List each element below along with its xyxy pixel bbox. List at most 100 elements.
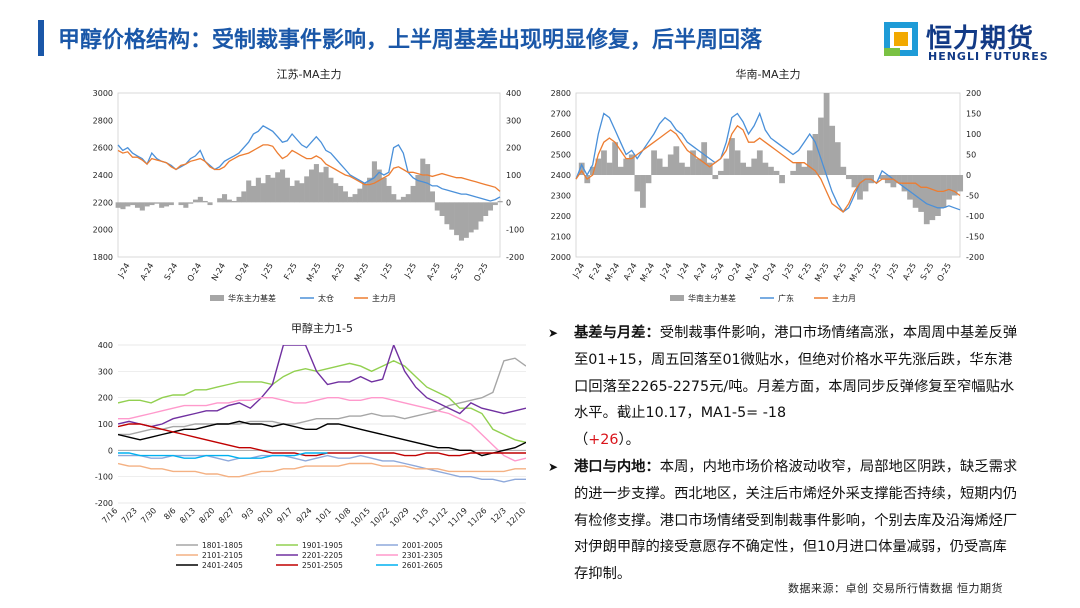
- series-line: [117, 124, 501, 202]
- basis-bar: [734, 150, 741, 175]
- basis-bar: [890, 175, 897, 188]
- bullet-text: 受制裁事件影响，港口市场情绪高涨，本周周中基差反弹至01+15，周五回落至01微…: [574, 325, 1018, 422]
- x-tick-label: A-24: [692, 262, 709, 282]
- y-tick-label: 2700: [551, 110, 571, 119]
- basis-bar: [405, 194, 411, 203]
- basis-bar: [907, 175, 913, 200]
- series-line: [575, 124, 961, 213]
- basis-bar: [463, 202, 469, 238]
- legend-label: 2601-2605: [402, 561, 443, 570]
- basis-bar: [473, 202, 479, 230]
- basis-bar: [246, 180, 252, 203]
- basis-bar: [740, 162, 746, 175]
- data-source: 数据来源：卓创 交易所行情数据 恒力期货: [788, 582, 1003, 595]
- legend-label: 太仓: [318, 293, 334, 303]
- basis-bar: [265, 175, 271, 203]
- y-tick-label: -100: [95, 473, 113, 482]
- y2-tick-label: 100: [506, 171, 521, 180]
- basis-bar: [934, 175, 941, 216]
- basis-bar: [478, 202, 484, 222]
- bullet-heading: 港口与内地：: [574, 458, 660, 475]
- basis-bar: [823, 93, 830, 175]
- basis-bar: [879, 175, 886, 180]
- basis-bar: [396, 199, 402, 203]
- basis-bar: [371, 161, 377, 203]
- basis-bar: [951, 175, 958, 196]
- x-tick-label: S-25: [449, 262, 466, 282]
- y-tick-label: 2100: [551, 233, 571, 242]
- x-tick-label: O-25: [935, 262, 953, 283]
- basis-bar: [381, 177, 387, 203]
- basis-bar: [226, 199, 232, 203]
- x-tick-label: 12/10: [505, 506, 528, 529]
- basis-bar: [333, 183, 339, 203]
- y-tick-label: 2200: [93, 198, 113, 207]
- x-tick-label: O-24: [726, 262, 744, 283]
- basis-bar: [318, 172, 324, 203]
- basis-bar: [338, 185, 344, 203]
- basis-bar: [929, 175, 936, 221]
- basis-bar: [701, 142, 708, 175]
- basis-bar: [313, 164, 319, 203]
- basis-bar: [651, 150, 657, 175]
- x-tick-label: N-24: [210, 262, 227, 283]
- basis-bar: [449, 202, 455, 230]
- x-tick-label: S-24: [709, 262, 726, 282]
- basis-bar: [260, 183, 266, 203]
- y2-tick-label: 50: [966, 151, 976, 160]
- y-tick-label: 2600: [93, 144, 113, 153]
- x-tick-label: J-24: [571, 262, 587, 280]
- x-tick-label: 7/23: [120, 506, 139, 525]
- basis-bar: [851, 175, 858, 188]
- y-tick-label: 100: [98, 420, 113, 429]
- basis-bar: [806, 150, 813, 175]
- basis-bar: [309, 169, 315, 203]
- x-tick-label: J-25: [867, 262, 883, 280]
- x-tick-label: 8/6: [162, 506, 177, 521]
- basis-bar: [183, 202, 189, 208]
- y-tick-label: 400: [98, 341, 113, 350]
- basis-bar: [270, 177, 276, 203]
- basis-bar: [163, 202, 170, 207]
- basis-bar: [845, 175, 852, 180]
- series-line: [118, 357, 526, 436]
- x-tick-label: 9/24: [295, 506, 314, 525]
- basis-bar: [623, 158, 630, 175]
- y2-tick-label: -100: [966, 212, 984, 221]
- y-tick-label: 1800: [93, 253, 113, 262]
- y2-tick-label: -100: [506, 226, 524, 235]
- basis-bar: [376, 169, 382, 203]
- basis-bar: [357, 188, 363, 203]
- y-tick-label: 200: [98, 394, 113, 403]
- basis-bar: [645, 175, 652, 184]
- basis-bar: [139, 202, 145, 211]
- basis-bar: [678, 162, 685, 175]
- basis-bar: [745, 166, 752, 175]
- y-tick-label: 3000: [93, 89, 113, 98]
- basis-bar: [589, 166, 596, 175]
- x-tick-label: 10/29: [388, 506, 411, 529]
- basis-bar: [328, 177, 334, 203]
- basis-bar: [634, 175, 641, 192]
- x-tick-label: F-25: [282, 262, 299, 282]
- y2-tick-label: 200: [506, 144, 521, 153]
- y2-tick-label: -150: [966, 233, 984, 242]
- y-tick-label: -200: [95, 499, 113, 508]
- page-title: 甲醇价格结构：受制裁事件影响，上半周基差出现明显修复，后半周回落: [58, 28, 763, 53]
- x-tick-label: 8/20: [197, 506, 216, 525]
- legend-label: 1801-1805: [202, 541, 243, 550]
- basis-bar: [896, 175, 902, 184]
- legend-label: 2501-2505: [302, 561, 343, 570]
- basis-bar: [294, 180, 300, 203]
- basis-bar: [857, 175, 863, 200]
- legend-label: 2001-2005: [402, 541, 443, 550]
- y-tick-label: 2800: [551, 89, 571, 98]
- bullet-arrow-icon: ➤: [548, 459, 559, 474]
- logo-text-cn: 恒力期货: [926, 24, 1035, 54]
- legend-label: 华南主力基差: [688, 293, 736, 303]
- y-tick-label: 300: [98, 367, 113, 376]
- basis-bar: [640, 175, 646, 208]
- y2-tick-label: 150: [966, 110, 981, 119]
- basis-bar: [729, 138, 735, 175]
- basis-bar: [779, 175, 785, 184]
